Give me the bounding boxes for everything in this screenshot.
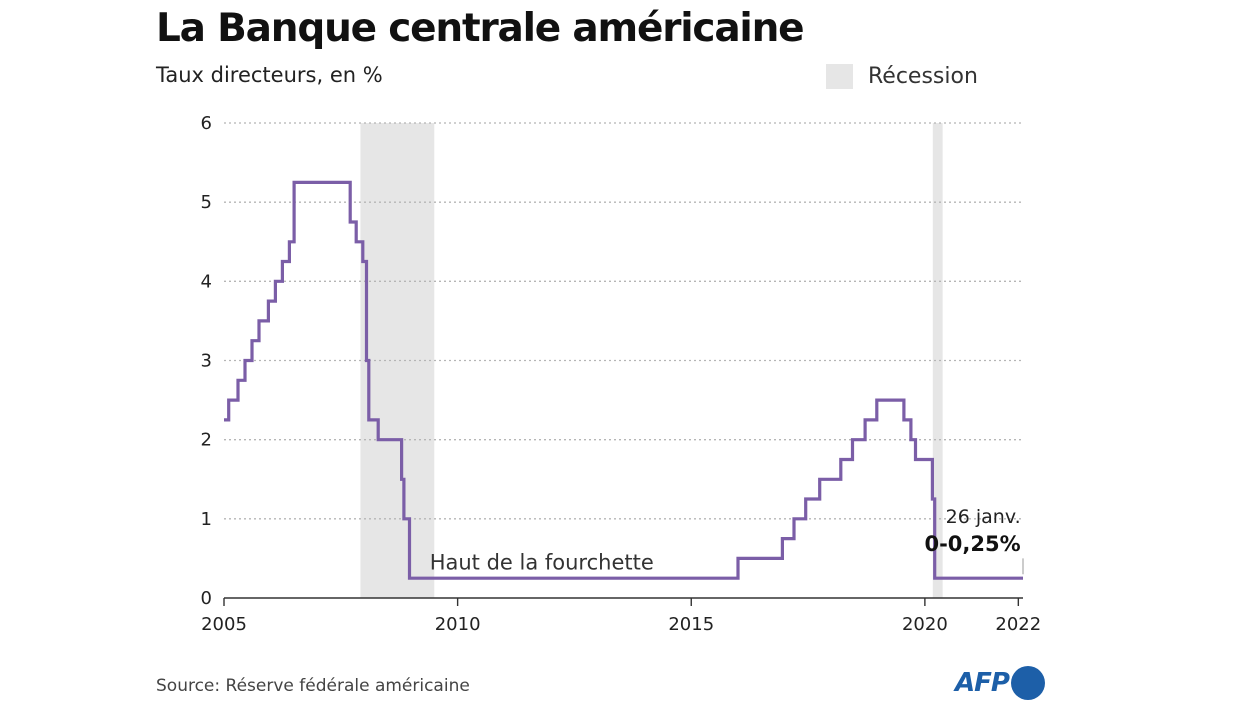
afp-logo-text: AFP	[955, 668, 1010, 698]
x-tick-label-2010: 2010	[435, 614, 481, 635]
y-tick-label-3: 3	[201, 351, 212, 372]
legend-label-recession: Récession	[868, 64, 978, 89]
afp-logo: AFP	[955, 666, 1045, 700]
end-date-label: 26 janv.	[946, 506, 1021, 528]
recession-band-2	[932, 123, 943, 598]
rate-line	[224, 180, 1023, 580]
chart-subtitle: Taux directeurs, en %	[156, 63, 383, 87]
recession-band-1	[360, 123, 435, 598]
y-tick-label-0: 0	[201, 588, 212, 609]
x-tick-label-2020: 2020	[902, 614, 948, 635]
end-value-label: 0-0,25%	[924, 532, 1020, 556]
chart-title: La Banque centrale américaine	[156, 6, 805, 51]
x-tick-label-2022: 2022	[995, 614, 1041, 635]
y-tick-label-6: 6	[201, 113, 212, 134]
series-annotation-label: Haut de la fourchette	[430, 550, 654, 574]
y-tick-label-4: 4	[201, 271, 212, 292]
x-tick-label-2005: 2005	[201, 614, 247, 635]
x-tick-label-2015: 2015	[668, 614, 714, 635]
afp-logo-dot	[1010, 666, 1045, 700]
y-tick-label-2: 2	[201, 430, 212, 451]
legend: Récession	[826, 64, 978, 89]
legend-swatch-recession	[826, 64, 853, 89]
y-tick-label-5: 5	[201, 192, 212, 213]
source-note: Source: Réserve fédérale américaine	[156, 676, 470, 696]
y-tick-label-1: 1	[201, 509, 212, 530]
